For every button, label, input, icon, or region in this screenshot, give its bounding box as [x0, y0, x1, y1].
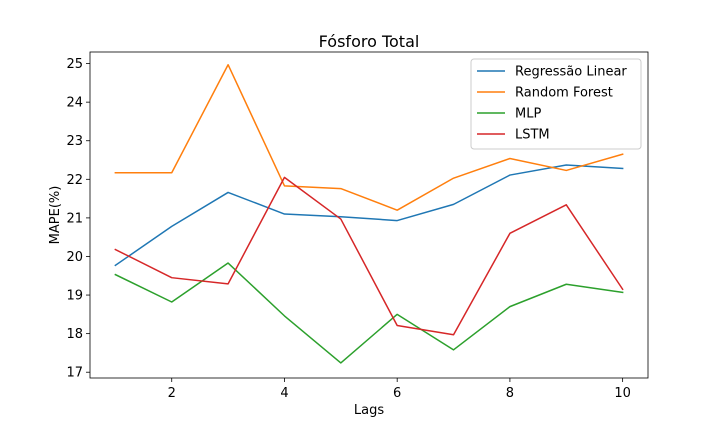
y-tick-label: 24: [66, 96, 83, 111]
series-line-1: [114, 63, 624, 211]
y-tick-label: 25: [66, 57, 83, 72]
legend-label-1: Random Forest: [515, 86, 613, 101]
y-tick-label: 18: [66, 327, 83, 342]
chart-title: Fósforo Total: [319, 32, 420, 51]
plot-frame: [89, 51, 649, 379]
y-tick-label: 17: [66, 366, 83, 381]
series-line-3: [114, 176, 624, 336]
x-tick-label: 2: [168, 386, 176, 401]
x-axis-label: Lags: [354, 403, 384, 418]
y-tick-label: 19: [66, 289, 83, 304]
series-line-0: [114, 164, 624, 267]
legend-label-0: Regressão Linear: [515, 65, 627, 80]
y-tick-label: 23: [66, 134, 83, 149]
y-tick-label: 21: [66, 211, 83, 226]
x-tick-label: 8: [506, 386, 514, 401]
y-axis-label: MAPE(%): [48, 186, 63, 245]
legend-box: [470, 58, 642, 150]
x-tick-label: 4: [280, 386, 288, 401]
y-tick-label: 20: [66, 250, 83, 265]
x-tick-label: 10: [614, 386, 631, 401]
series-line-2: [114, 262, 624, 364]
x-tick-label: 6: [393, 386, 401, 401]
legend-label-3: LSTM: [515, 128, 550, 143]
y-tick-label: 22: [66, 173, 83, 188]
legend-label-2: MLP: [515, 107, 541, 122]
legend: Regressão Linear Random Forest MLP LSTM: [470, 58, 642, 150]
